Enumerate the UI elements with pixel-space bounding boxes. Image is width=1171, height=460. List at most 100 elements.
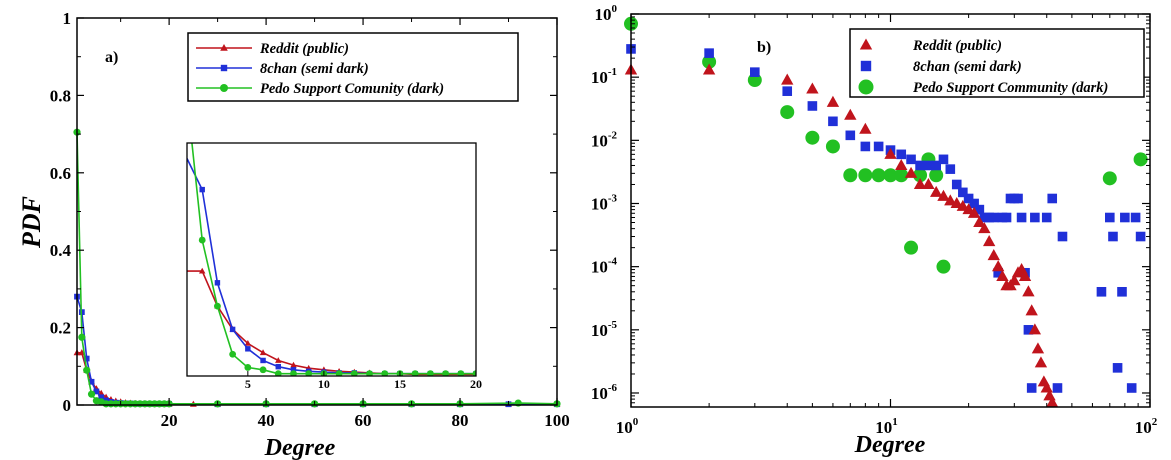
- data-point: [988, 212, 999, 223]
- inset-data-point: [381, 370, 389, 376]
- panel-a-letter: a): [105, 49, 118, 66]
- data-point: [1120, 212, 1130, 223]
- y-tick-exponent: -5: [608, 319, 618, 331]
- data-point: [844, 108, 857, 120]
- inset-data-point: [259, 366, 267, 374]
- inset-data-point: [198, 236, 206, 244]
- data-point: [1057, 231, 1068, 242]
- data-point: [1016, 212, 1027, 223]
- legend-label: Reddit (public): [259, 41, 349, 57]
- x-tick-label: 20: [161, 411, 178, 430]
- data-point: [987, 249, 1000, 261]
- data-point: [904, 166, 918, 178]
- panel-a-ylabel: PDF: [17, 196, 46, 249]
- data-point: [1130, 212, 1141, 223]
- data-point: [895, 158, 908, 171]
- panel-b-xlabel: Degree: [854, 432, 926, 458]
- y-tick-label: 10-2: [591, 129, 618, 150]
- inset-frame: [186, 142, 477, 377]
- inset-data-point: [290, 361, 297, 368]
- data-point: [913, 177, 927, 190]
- inset-data-point: [198, 267, 206, 274]
- legend-marker: [220, 44, 228, 51]
- legend-marker: [859, 38, 873, 50]
- data-point: [1133, 152, 1148, 167]
- data-point: [806, 82, 819, 94]
- inset-x-tick-label: 15: [394, 377, 406, 391]
- legend-label: 8chan (semi dark): [913, 59, 1022, 75]
- inset-data-point: [274, 370, 282, 376]
- data-point: [88, 378, 95, 385]
- data-point: [958, 187, 968, 198]
- data-point: [1018, 269, 1032, 281]
- legend-marker: [220, 84, 228, 92]
- data-point: [992, 260, 1005, 272]
- data-point: [843, 168, 858, 183]
- data-point: [780, 105, 795, 120]
- data-point: [1030, 212, 1040, 223]
- x-tick-label: 100: [616, 416, 639, 437]
- y-tick-exponent: -6: [608, 382, 618, 394]
- x-tick-exponent: 2: [1152, 416, 1158, 428]
- data-point: [750, 67, 760, 77]
- y-tick-label: 10-1: [591, 66, 617, 87]
- inset-data-point: [214, 302, 221, 310]
- data-point: [993, 267, 1003, 278]
- data-point: [913, 168, 928, 183]
- data-point: [945, 164, 956, 174]
- data-point: [704, 48, 714, 58]
- data-point: [805, 130, 820, 145]
- data-point: [923, 160, 934, 171]
- y-tick-label: 10-5: [591, 319, 618, 340]
- data-point: [702, 63, 716, 75]
- data-point: [973, 216, 986, 228]
- panel-a: a) PDF Degree 0 0.2 0.4 0.6 0.8 1 20 40 60 80 100 R…: [17, 9, 570, 460]
- inset-data-point: [335, 370, 343, 376]
- data-point: [929, 168, 944, 183]
- inset-data-point: [366, 370, 373, 376]
- data-point: [936, 259, 951, 274]
- data-point: [1040, 381, 1053, 393]
- inset-data-point: [245, 346, 251, 352]
- data-point: [825, 139, 840, 154]
- panel-a-legend: Reddit (public) 8chan (semi dark) Pedo Sup…: [187, 32, 519, 102]
- panel-a-inset: 5 10 15 20: [186, 142, 482, 391]
- x-tick-exponent: 1: [892, 416, 898, 428]
- data-point: [930, 185, 943, 197]
- data-point: [782, 86, 793, 96]
- y-tick-exponent: 0: [612, 3, 618, 15]
- data-point: [860, 141, 871, 152]
- inset-data-point: [350, 370, 358, 376]
- data-point: [859, 122, 872, 134]
- data-point: [807, 101, 818, 111]
- inset-data-point: [472, 370, 476, 376]
- inset-data-point: [411, 370, 419, 376]
- data-point: [1052, 383, 1063, 393]
- y-tick-label: 0.4: [50, 241, 72, 260]
- data-point: [826, 95, 840, 107]
- legend-label: Pedo Support Community (dark): [913, 80, 1108, 96]
- x-tick-label: 40: [258, 411, 275, 430]
- data-point: [931, 160, 941, 171]
- data-point: [1028, 323, 1042, 335]
- y-tick-label: 10-3: [591, 192, 618, 213]
- x-tick-label: 102: [1135, 416, 1158, 437]
- x-tick-label: 100: [544, 411, 570, 430]
- panel-b-letter: b): [757, 39, 771, 56]
- inset-data-point: [229, 350, 237, 358]
- inset-data-point: [275, 357, 282, 363]
- data-point: [1025, 304, 1038, 316]
- data-point: [883, 168, 898, 183]
- inset-data-point: [199, 186, 205, 193]
- data-point: [93, 388, 100, 395]
- data-point: [781, 73, 794, 85]
- inset-data-point: [290, 367, 297, 373]
- data-point: [83, 366, 91, 374]
- data-point: [1041, 212, 1052, 223]
- x-tick-label: 80: [452, 411, 469, 430]
- panel-b: b) Degree 10010-110-210-310-410-510-6100…: [591, 3, 1158, 458]
- inset-x-tick-label: 20: [470, 377, 482, 391]
- y-tick-exponent: -1: [608, 66, 617, 78]
- data-point: [969, 198, 979, 209]
- legend-label: Pedo Support Comunity (dark): [260, 81, 444, 97]
